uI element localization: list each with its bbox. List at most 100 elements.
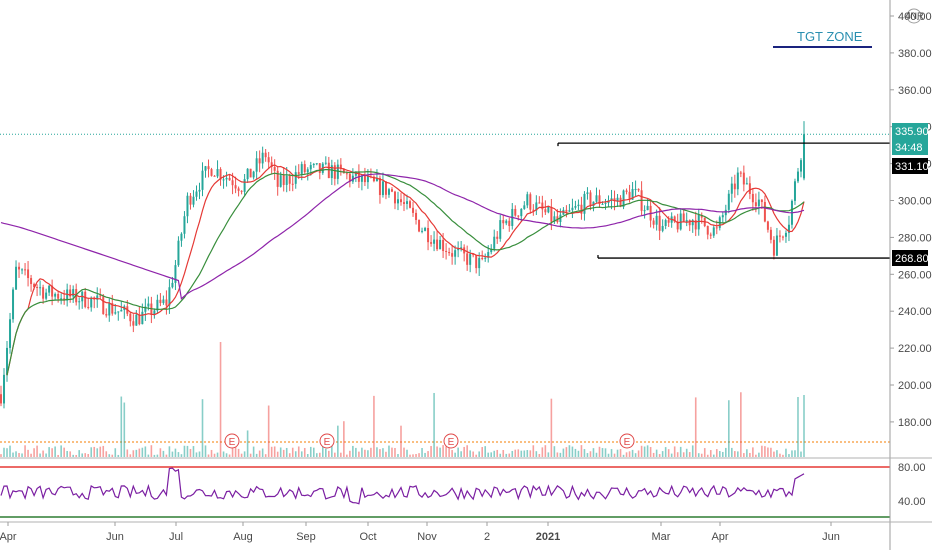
volume-bar <box>18 452 20 457</box>
candle-body <box>634 188 637 190</box>
time-tick-label: Apr <box>711 531 728 543</box>
volume-bar <box>72 454 74 457</box>
volume-bar <box>39 453 41 457</box>
volume-bar <box>312 447 315 457</box>
volume-bar <box>604 448 607 457</box>
volume-bar <box>162 450 165 457</box>
candle-body <box>333 165 336 179</box>
candle-body <box>168 287 171 306</box>
time-tick-label: Jun <box>822 531 840 543</box>
box-bottom-label: 268.80 <box>895 253 929 265</box>
volume-bar <box>625 452 628 457</box>
volume-bar <box>589 451 592 457</box>
candle-body <box>484 257 487 259</box>
time-tick-label: Oct <box>359 531 376 543</box>
candle-body <box>138 314 141 325</box>
volume-bar <box>718 451 721 457</box>
volume-bar <box>12 452 14 457</box>
volume-bar <box>300 451 303 457</box>
candle-body <box>523 205 526 209</box>
price-tick-label: 180.00 <box>898 417 932 429</box>
candle-body <box>430 242 433 244</box>
volume-bar <box>36 445 38 457</box>
candle-body <box>544 209 547 213</box>
volume-bar <box>249 453 252 457</box>
candle-body <box>550 206 553 222</box>
last-price-label-bg <box>892 123 928 139</box>
candle-body <box>102 296 105 315</box>
volume-bar <box>574 448 577 457</box>
volume-bar <box>661 451 664 457</box>
candle-body <box>517 215 520 217</box>
earnings-marker-icon <box>619 433 635 449</box>
candle-body <box>724 209 727 216</box>
candle-body <box>499 220 502 239</box>
earnings-marker-icon <box>319 433 335 449</box>
volume-bar <box>397 454 399 457</box>
candle-body <box>48 285 51 293</box>
candle-body <box>553 216 556 222</box>
volume-bar <box>183 445 186 457</box>
volume-bar <box>628 451 631 457</box>
volume-bar <box>285 447 288 457</box>
candle-body <box>679 213 682 230</box>
volume-bar <box>3 447 5 457</box>
candle-body <box>258 158 261 164</box>
volume-bar <box>460 451 462 457</box>
candle-body <box>234 185 237 189</box>
candle-body <box>183 216 186 234</box>
candle-body <box>279 175 282 187</box>
volume-bar <box>499 453 502 457</box>
volume-bar <box>706 454 709 457</box>
candle-body <box>24 269 27 271</box>
candle-body <box>195 191 198 197</box>
volume-bar <box>788 454 790 457</box>
candle-body <box>526 194 529 206</box>
price-tick-400-partial: 4 <box>905 11 911 22</box>
volume-bar <box>222 451 225 457</box>
volume-bar <box>613 453 616 457</box>
candle-body <box>421 230 424 232</box>
volume-bar <box>195 452 198 457</box>
candle-body <box>709 234 712 236</box>
candle-body <box>120 309 123 312</box>
volume-bar <box>595 452 598 457</box>
candle-body <box>412 207 415 213</box>
price-tick-label: 240.00 <box>898 306 932 318</box>
candle-body <box>748 183 751 194</box>
candle-body <box>303 164 306 173</box>
candle-body <box>715 227 718 229</box>
volume-bar <box>430 446 432 457</box>
volume-bar <box>273 446 276 457</box>
candle-body <box>99 295 102 297</box>
volume-bar <box>737 451 739 457</box>
volume-bar <box>282 449 285 457</box>
volume-bar <box>144 446 147 457</box>
volume-bar <box>57 454 59 457</box>
volume-bar <box>81 453 84 457</box>
volume-bar <box>643 446 646 457</box>
candle-body <box>460 247 463 249</box>
candle-body <box>751 193 754 203</box>
candle-body <box>207 166 210 170</box>
volume-bar <box>117 454 120 457</box>
volume-bar <box>141 447 144 457</box>
candle-body <box>403 202 406 204</box>
volume-bar <box>758 452 760 457</box>
candle-body <box>387 189 390 195</box>
volume-bar <box>649 447 652 457</box>
volume-bar <box>592 448 595 457</box>
tgt-zone-annotation[interactable]: TGT ZONE <box>773 29 872 48</box>
volume-bar <box>334 452 336 457</box>
candle-body <box>769 229 772 240</box>
volume-bar <box>640 445 643 457</box>
candle-body <box>676 221 679 230</box>
volume-bars <box>0 342 890 457</box>
candle-body <box>415 212 418 220</box>
candle-body <box>315 163 318 165</box>
volume-bar <box>532 445 535 457</box>
volume-bar <box>294 451 297 457</box>
volume-bar <box>526 450 529 457</box>
candle-body <box>15 266 18 290</box>
volume-bar <box>694 397 697 457</box>
